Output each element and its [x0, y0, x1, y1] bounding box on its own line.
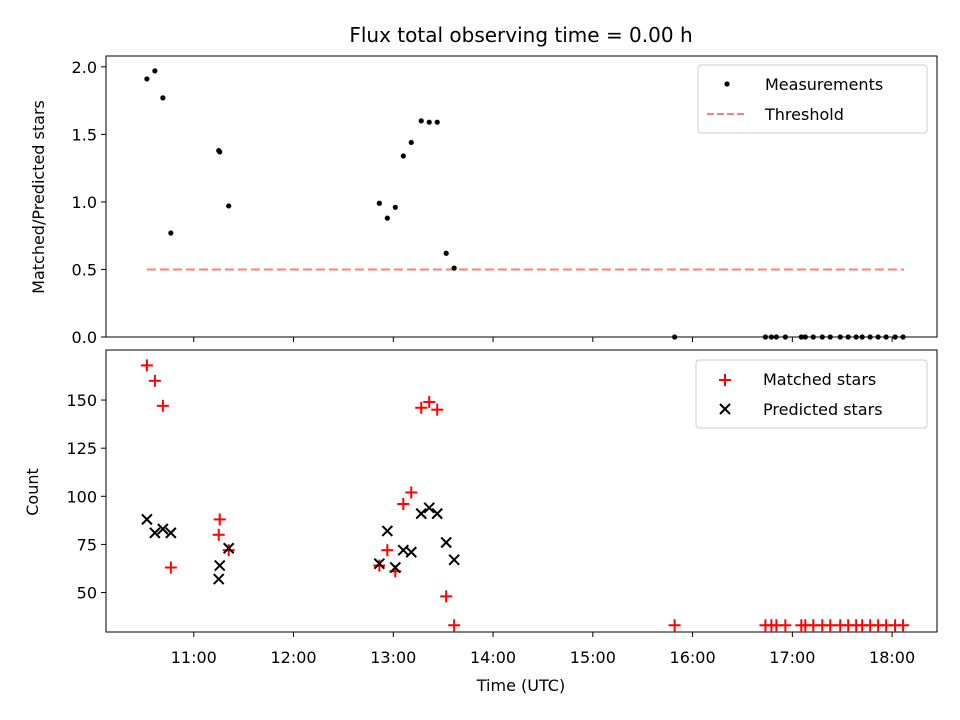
ratio-legend-box	[697, 64, 928, 134]
matched-star-point	[148, 374, 161, 387]
measurement-point	[152, 68, 158, 74]
measurement-point	[408, 139, 414, 146]
x-tick-label: 15:00	[570, 648, 616, 667]
predicted-star-point	[405, 546, 417, 558]
count-axes-frame	[105, 349, 938, 633]
measurement-point	[443, 250, 449, 256]
chart-title: Flux total observing time = 0.00 h	[349, 23, 692, 47]
ratio-legend: Measurements Threshold	[697, 64, 928, 134]
matched-star-point	[213, 513, 226, 526]
y-tick-label: 100	[66, 487, 97, 506]
y-tick-label: 150	[66, 391, 97, 410]
measurement-point	[226, 203, 232, 209]
y-tick-label: 0.5	[72, 260, 97, 279]
y-tick-label: 2.0	[72, 58, 97, 77]
predicted-star-point	[141, 513, 153, 526]
ratio-y-axis-label: Matched/Predicted stars	[29, 100, 48, 294]
count-y-axis-label: Count	[23, 468, 42, 516]
ratio-plot-area: 0.0 0.5 1.0 1.5 2.0	[72, 58, 906, 347]
predicted-star-point	[389, 561, 402, 574]
legend-measurements-label: Measurements	[765, 75, 883, 94]
matched-star-point	[423, 395, 436, 408]
legend-threshold-label: Threshold	[764, 105, 844, 124]
measurement-point	[384, 215, 390, 221]
predicted-star-point	[214, 559, 226, 572]
y-tick-label: 1.0	[72, 193, 97, 212]
predicted-star-point	[448, 554, 460, 566]
predicted-star-point	[440, 536, 452, 549]
count-legend: Matched stars Predicted stars	[695, 359, 928, 429]
matched-star-point	[397, 497, 410, 510]
x-tick-label: 11:00	[171, 648, 217, 667]
matched-star-point	[381, 544, 394, 557]
measurement-point	[400, 153, 406, 159]
measurement-point	[451, 265, 457, 271]
measurement-point	[392, 204, 398, 210]
matched-star-point	[415, 401, 428, 414]
matched-star-point	[431, 403, 444, 416]
y-tick-label: 75	[77, 535, 97, 554]
x-tick-label: 18:00	[869, 648, 915, 667]
x-tick-label: 17:00	[769, 648, 815, 667]
x-tick-label: 16:00	[670, 648, 716, 667]
y-tick-label: 50	[77, 584, 97, 603]
measurement-point	[144, 76, 150, 82]
ratio-axes-frame	[105, 55, 938, 338]
predicted-star-point	[222, 542, 235, 554]
matched-star-point	[140, 359, 153, 372]
x-tick-label: 12:00	[270, 648, 316, 667]
measurement-point	[434, 119, 440, 125]
predicted-star-point	[149, 527, 161, 539]
predicted-star-point	[415, 507, 427, 520]
legend-matched-label: Matched stars	[763, 370, 876, 389]
predicted-star-point	[165, 527, 177, 539]
predicted-star-point	[381, 525, 394, 537]
legend-predicted-label: Predicted stars	[763, 400, 883, 419]
measurement-point	[418, 118, 424, 124]
x-tick-label: 13:00	[370, 648, 416, 667]
predicted-star-point	[373, 557, 386, 570]
measurement-point	[426, 119, 432, 125]
matched-star-point	[668, 619, 681, 632]
matched-star-point	[448, 619, 461, 632]
legend-measurements-marker	[724, 81, 730, 87]
x-tick-label: 14:00	[470, 648, 516, 667]
count-panel: 11:00 12:00 13:00 14:00 15:00 16:00 17:00 18:00…	[23, 349, 938, 695]
matched-star-point	[897, 619, 910, 632]
count-legend-box	[695, 359, 928, 429]
matched-star-point	[373, 559, 386, 572]
matched-star-point	[222, 544, 235, 557]
x-axis-label: Time (UTC)	[476, 676, 565, 695]
matched-star-point	[405, 486, 418, 499]
measurement-point	[217, 149, 223, 155]
measurement-point	[376, 200, 382, 206]
ratio-panel: 0.00.51.01.52.0 Matched/Predicted stars …	[29, 55, 938, 347]
count-plot-area: 11:00 12:00 13:00 14:00 15:00 16:00 17:00 18:00…	[66, 359, 915, 667]
predicted-star-point	[213, 573, 225, 585]
matched-star-point	[212, 528, 225, 541]
predicted-star-point	[423, 502, 435, 514]
legend-matched-marker	[719, 374, 731, 386]
predicted-star-point	[431, 507, 443, 520]
matched-star-point	[440, 590, 453, 603]
measurement-point	[160, 95, 166, 101]
measurement-point	[168, 230, 174, 236]
predicted-star-point	[157, 523, 169, 535]
y-tick-label: 1.5	[72, 125, 97, 144]
y-tick-label: 125	[66, 439, 97, 458]
matched-star-point	[164, 561, 177, 574]
y-tick-label: 0.0	[72, 328, 97, 347]
matched-star-point	[779, 619, 792, 632]
matched-star-point	[156, 399, 169, 412]
legend-predicted-marker	[719, 403, 731, 415]
